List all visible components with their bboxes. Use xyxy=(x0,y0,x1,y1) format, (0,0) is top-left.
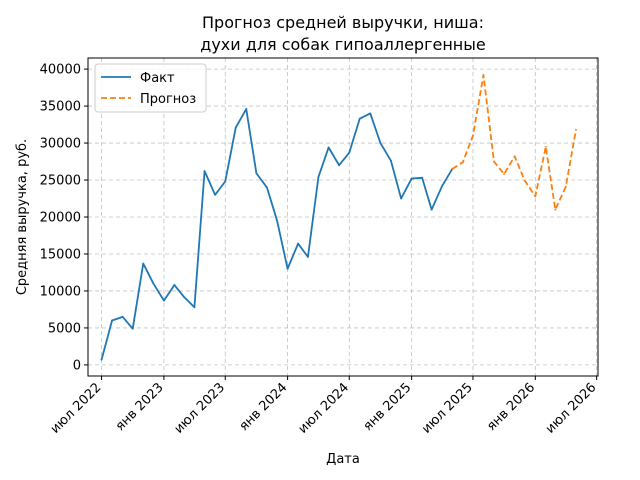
data-point-fact xyxy=(390,159,392,162)
data-point-fact xyxy=(327,146,330,149)
data-point-forecast xyxy=(554,208,557,211)
series-layer xyxy=(100,74,577,361)
data-point-fact xyxy=(276,219,278,222)
x-axis-label: Дата xyxy=(326,452,360,467)
y-tick-label: 35000 xyxy=(40,100,81,115)
data-point-forecast xyxy=(544,145,547,148)
data-point-fact xyxy=(214,193,216,196)
data-point-fact xyxy=(152,282,155,285)
data-point-forecast xyxy=(451,168,454,170)
data-point-forecast xyxy=(513,155,516,158)
data-point-fact xyxy=(379,142,382,144)
data-point-fact xyxy=(348,151,351,154)
data-point-fact xyxy=(421,176,424,179)
data-point-fact xyxy=(307,256,309,258)
data-point-fact xyxy=(131,327,134,330)
data-point-fact xyxy=(142,262,145,265)
y-axis-ticks: 0 5000 10000 15000 20000 25000 30000 35000 40000 xyxy=(40,63,88,373)
data-point-fact xyxy=(286,267,289,270)
y-tick-label: 25000 xyxy=(40,174,81,189)
data-point-fact xyxy=(203,170,206,173)
data-point-fact xyxy=(266,186,268,189)
data-point-fact xyxy=(441,185,444,187)
data-point-fact xyxy=(317,176,320,178)
data-point-fact xyxy=(183,295,185,298)
data-point-forecast xyxy=(534,195,537,198)
legend: Факт Прогноз xyxy=(94,63,207,113)
data-point-fact xyxy=(193,306,196,309)
data-point-forecast xyxy=(493,160,495,163)
data-point-fact xyxy=(163,299,165,302)
y-tick-label: 40000 xyxy=(40,63,81,78)
data-point-forecast xyxy=(472,134,474,137)
data-point-fact xyxy=(400,197,403,200)
data-point-fact xyxy=(430,208,433,211)
data-point-fact xyxy=(338,164,340,167)
data-point-fact xyxy=(358,117,361,120)
data-point-forecast xyxy=(564,185,567,188)
data-point-fact xyxy=(410,177,413,180)
data-point-forecast xyxy=(575,128,577,131)
data-point-fact xyxy=(255,172,258,175)
legend-label-fact: Факт xyxy=(140,71,175,86)
y-axis-label: Средняя выручка, руб. xyxy=(15,139,30,295)
chart-title-line-1: Прогноз средней выручки, ниша: xyxy=(202,13,484,32)
data-point-fact xyxy=(369,112,372,115)
y-tick-label: 5000 xyxy=(48,321,81,336)
data-point-forecast xyxy=(482,74,485,76)
data-point-fact xyxy=(297,242,299,245)
y-tick-label: 30000 xyxy=(40,137,81,152)
legend-box xyxy=(94,63,207,113)
data-point-fact xyxy=(234,126,237,129)
legend-label-forecast: Прогноз xyxy=(140,92,196,107)
data-point-forecast xyxy=(461,161,464,164)
y-tick-label: 0 xyxy=(73,358,81,373)
data-point-fact xyxy=(111,319,113,322)
data-point-fact xyxy=(100,358,103,361)
y-tick-label: 10000 xyxy=(40,284,81,299)
y-tick-label: 20000 xyxy=(40,211,81,226)
y-tick-label: 15000 xyxy=(40,247,81,262)
data-point-forecast xyxy=(503,173,506,176)
data-point-fact xyxy=(121,315,124,318)
data-point-forecast xyxy=(523,179,526,182)
data-point-fact xyxy=(173,284,176,286)
data-point-fact xyxy=(245,108,248,110)
data-point-fact xyxy=(224,180,227,183)
chart-title-line-2: духи для собак гипоаллергенные xyxy=(200,35,485,54)
